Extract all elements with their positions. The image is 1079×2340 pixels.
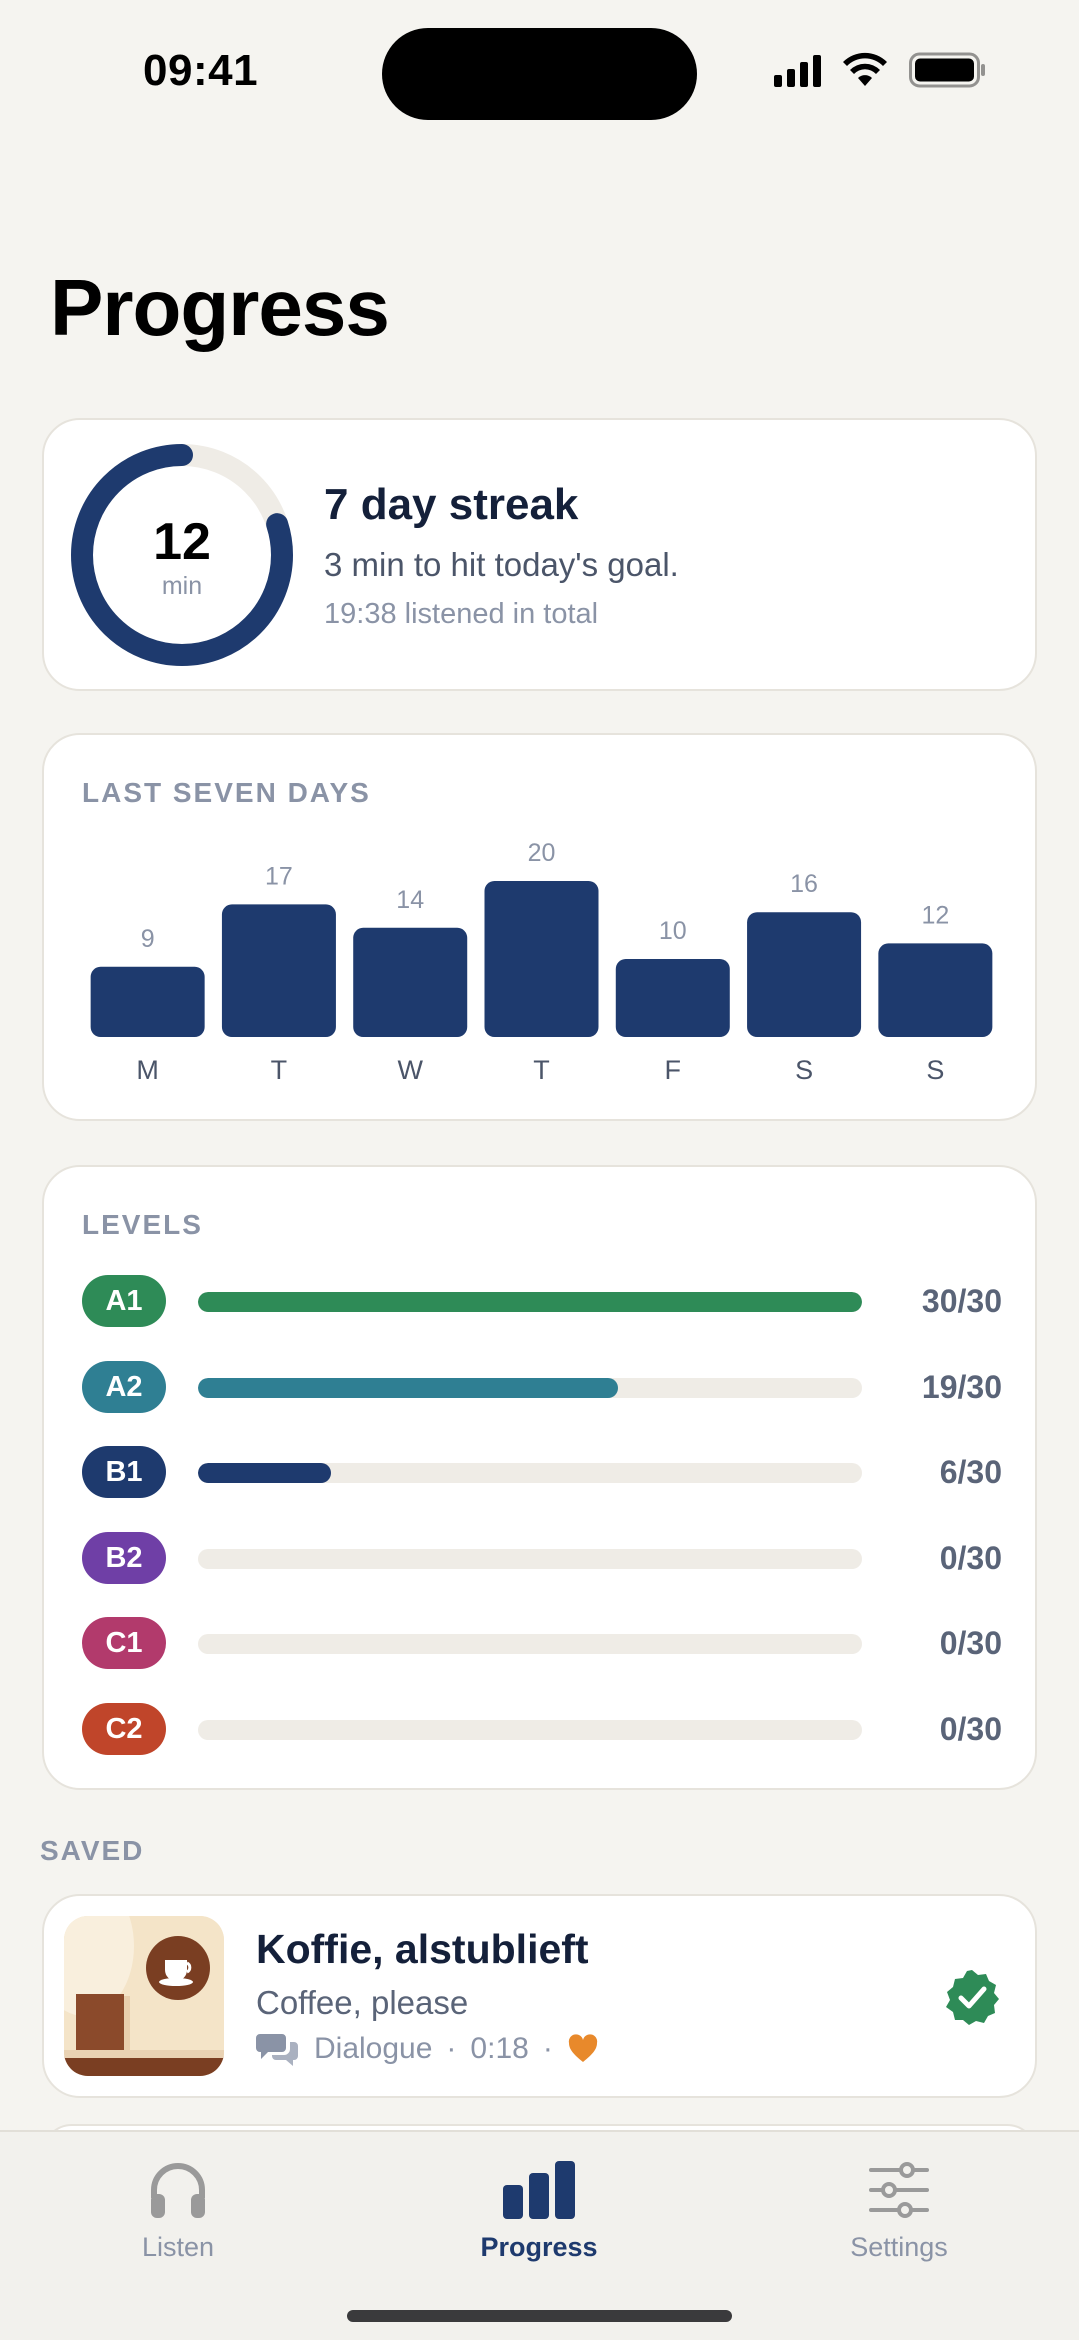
meta-separator: · (446, 2032, 457, 2065)
weekly-chart-card: LAST SEVEN DAYS 9 M 17 T 14 W 20 T 10 F 16 S 12 S (42, 733, 1037, 1121)
level-row-b2: B2 0/30 (82, 1531, 1002, 1586)
bar-day-label: W (397, 1055, 423, 1085)
level-count: 0/30 (939, 1539, 1002, 1576)
saved-item-title: Koffie, alstublieft (256, 1926, 589, 1972)
level-count: 19/30 (921, 1368, 1002, 1405)
bar-value-label: 17 (265, 862, 293, 890)
level-count: 30/30 (921, 1283, 1002, 1319)
tab-bar: Listen Progress Settings (0, 2130, 1079, 2340)
bar-day-label: M (136, 1055, 159, 1085)
completed-check-icon (946, 1970, 999, 2025)
weekly-bar-chart: 9 M 17 T 14 W 20 T 10 F 16 S 12 S (90, 839, 993, 1085)
tab-settings[interactable]: Settings (779, 2150, 1019, 2263)
streak-goal-text: 3 min to hit today's goal. (324, 546, 679, 583)
bar-4 (615, 959, 730, 1037)
level-progress-track (198, 1463, 862, 1483)
bar-6 (878, 943, 993, 1037)
heart-icon[interactable] (567, 2034, 599, 2064)
bar-chart-icon (503, 2161, 575, 2219)
tab-listen-label: Listen (141, 2232, 215, 2262)
saved-item-duration: 0:18 (470, 2032, 529, 2065)
dynamic-island (382, 28, 697, 120)
page-title: Progress (50, 263, 390, 352)
coffee-scene-illustration (64, 1916, 224, 2076)
level-badge: C1 (82, 1617, 166, 1669)
saved-item-thumbnail (64, 1916, 224, 2076)
cellular-signal-icon (774, 53, 821, 87)
battery-icon (909, 52, 985, 88)
weekly-chart-label: LAST SEVEN DAYS (82, 777, 371, 808)
level-progress-track (198, 1634, 862, 1654)
bar-day-label: T (533, 1055, 550, 1085)
level-progress-fill (198, 1463, 331, 1483)
bar-0 (90, 966, 205, 1037)
sliders-icon (869, 2162, 929, 2218)
level-progress-track (198, 1548, 862, 1569)
level-progress-fill (198, 1377, 619, 1398)
daily-goal-ring (71, 444, 293, 666)
levels-label: LEVELS (82, 1209, 203, 1240)
level-badge: C2 (82, 1702, 166, 1755)
level-row-a2: A2 19/30 (82, 1360, 1002, 1415)
level-row-c1: C1 0/30 (82, 1617, 1002, 1671)
bar-3 (484, 881, 599, 1037)
level-row-c2: C2 0/30 (82, 1702, 1002, 1757)
dialogue-icon (256, 2034, 298, 2066)
tab-listen[interactable]: Listen (58, 2150, 298, 2263)
level-badge: B1 (82, 1446, 166, 1498)
streak-title: 7 day streak (324, 480, 579, 529)
meta-separator: · (542, 2032, 553, 2065)
saved-item-meta: Dialogue · 0:18 · (256, 2032, 599, 2066)
level-progress-track (198, 1719, 862, 1740)
levels-card: LEVELS A1 30/30 A2 19/30 B1 6/30 B2 0/30 C1 0/30 C… (42, 1165, 1037, 1790)
tab-settings-label: Settings (850, 2232, 948, 2262)
bar-2 (353, 927, 468, 1037)
level-row-b1: B1 6/30 (82, 1446, 1002, 1500)
status-time: 09:41 (143, 46, 259, 95)
home-indicator (347, 2310, 732, 2322)
saved-item-type: Dialogue (314, 2032, 433, 2065)
bar-day-label: F (665, 1055, 682, 1085)
bar-day-label: T (271, 1055, 288, 1085)
streak-card[interactable]: 12 min 7 day streak 3 min to hit today's… (42, 418, 1037, 691)
level-count: 0/30 (939, 1625, 1002, 1661)
tab-progress[interactable]: Progress (419, 2150, 659, 2263)
level-progress-track (198, 1292, 862, 1312)
bar-value-label: 16 (790, 870, 818, 898)
bar-1 (221, 904, 336, 1037)
tab-progress-label: Progress (480, 2232, 598, 2262)
bar-day-label: S (795, 1055, 813, 1085)
streak-minutes-unit: min (161, 572, 203, 600)
level-count: 0/30 (939, 1710, 1002, 1747)
saved-item[interactable]: Koffie, alstublieft Coffee, please Dialo… (42, 1894, 1037, 2098)
status-icons (774, 52, 987, 88)
level-row-a1: A1 30/30 (82, 1275, 1002, 1329)
level-badge: A1 (82, 1275, 166, 1327)
bar-value-label: 12 (921, 901, 949, 929)
bar-value-label: 10 (659, 917, 687, 945)
bar-day-label: S (926, 1055, 944, 1085)
streak-minutes: 12 (153, 513, 211, 571)
level-progress-track (198, 1377, 862, 1398)
level-badge: B2 (82, 1531, 166, 1584)
status-bar: 09:41 (0, 0, 1079, 150)
level-badge: A2 (82, 1360, 166, 1413)
bar-value-label: 9 (141, 925, 155, 953)
bar-value-label: 20 (528, 839, 556, 867)
wifi-icon (843, 52, 887, 86)
level-progress-fill (198, 1292, 862, 1312)
headphones-icon (151, 2163, 205, 2218)
bar-value-label: 14 (396, 886, 424, 914)
streak-total-listened: 19:38 listened in total (324, 598, 599, 630)
saved-label: SAVED (40, 1835, 145, 1866)
bar-5 (747, 912, 862, 1037)
saved-item-translation: Coffee, please (256, 1984, 469, 2021)
level-count: 6/30 (939, 1454, 1002, 1490)
